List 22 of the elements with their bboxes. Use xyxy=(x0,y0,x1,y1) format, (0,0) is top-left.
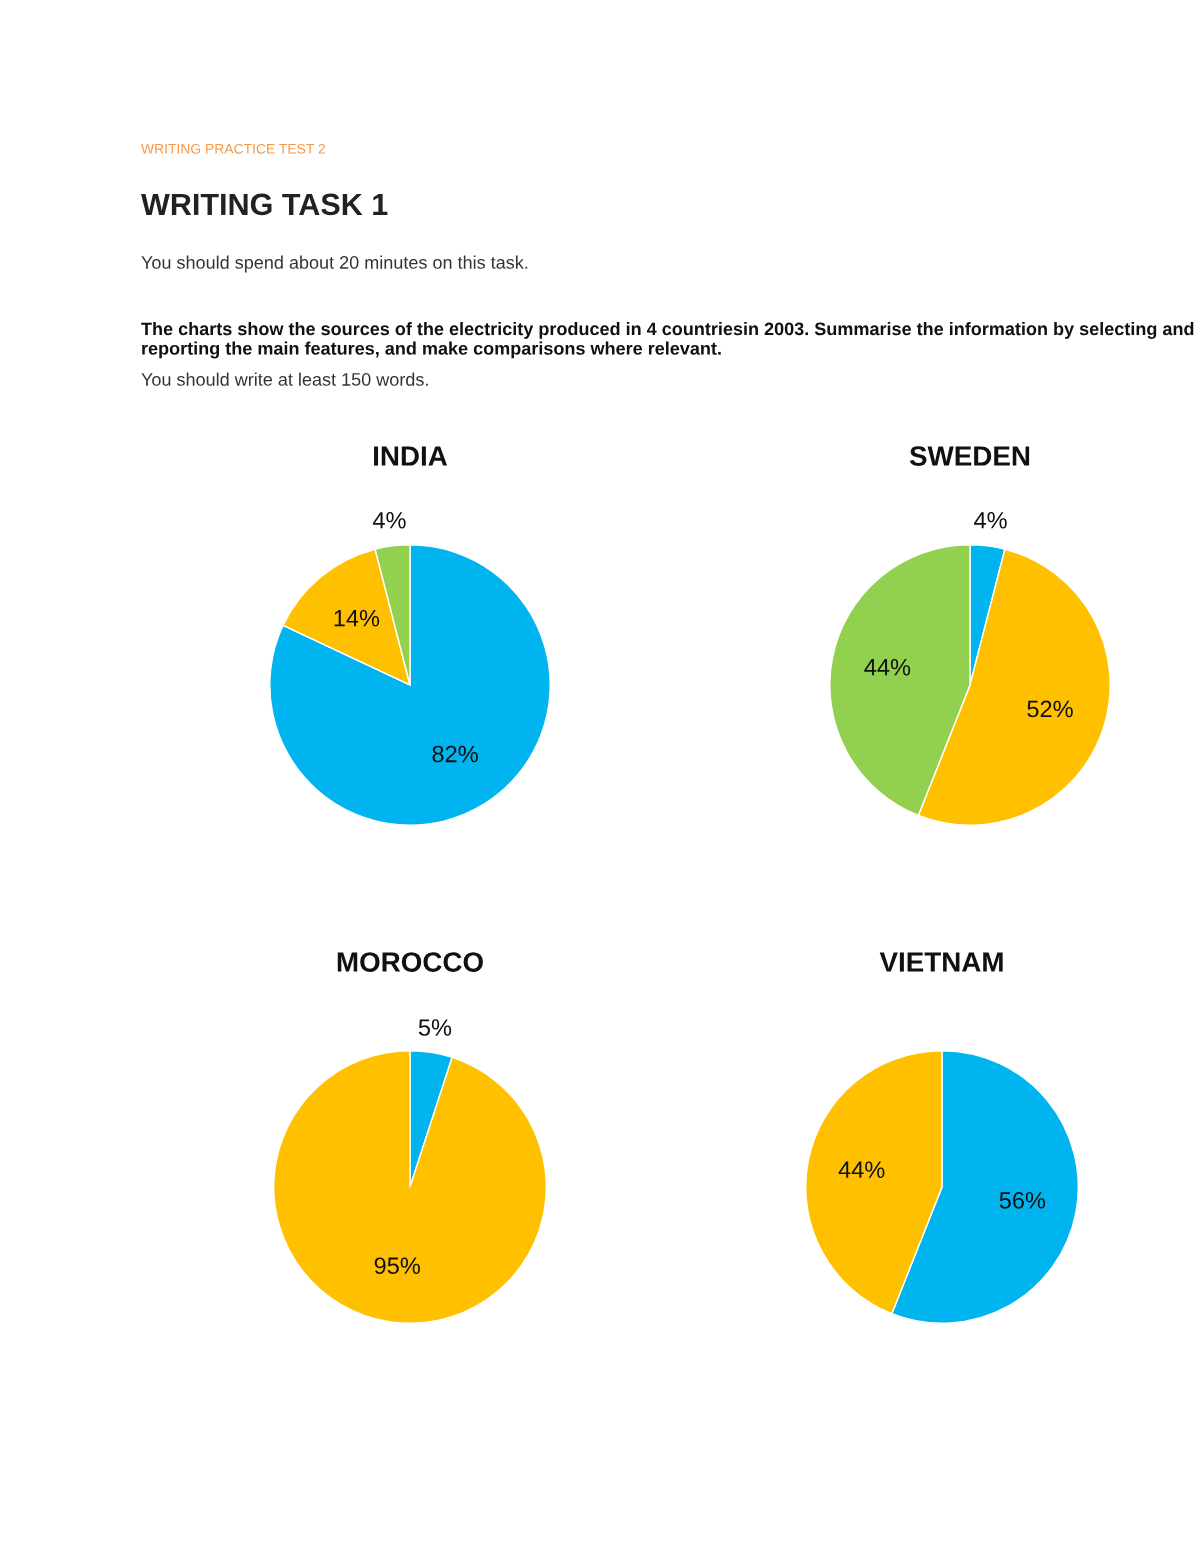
text: The charts show the sources of the electricity produced in 4 countriesin 2003. Summarise the information by selecting and reporting the main features, and make comparisons where relevant. xyxy=(141,322,1194,359)
data-label: 5% xyxy=(418,1019,452,1036)
chart-title: INDIA xyxy=(374,446,448,466)
text: WRITING TASK 1 xyxy=(141,193,388,216)
data-label: 95% xyxy=(374,1257,420,1275)
text: You should write at least 150 words. xyxy=(141,372,428,386)
data-label: 4% xyxy=(974,511,1007,529)
chart-title: SWEDEN xyxy=(909,446,1030,466)
chart-title: MOROCCO xyxy=(337,952,483,972)
data-label: 44% xyxy=(864,658,911,676)
data-label: 4% xyxy=(372,511,406,529)
pie-slice xyxy=(273,1050,547,1324)
data-label: 52% xyxy=(1027,700,1073,718)
text: You should spend about 20 minutes on this task. xyxy=(141,255,528,273)
pie-slice xyxy=(269,544,551,826)
data-label: 82% xyxy=(432,745,478,763)
data-label: 14% xyxy=(334,609,380,627)
data-label: 56% xyxy=(999,1191,1046,1209)
data-label: 44% xyxy=(838,1161,885,1178)
chart-title: VIETNAM xyxy=(879,952,1003,972)
pie-slice xyxy=(282,548,411,686)
text: WRITING PRACTICE TEST 2 xyxy=(141,143,326,154)
